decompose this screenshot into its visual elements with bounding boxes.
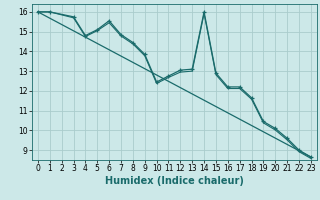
X-axis label: Humidex (Indice chaleur): Humidex (Indice chaleur) xyxy=(105,176,244,186)
